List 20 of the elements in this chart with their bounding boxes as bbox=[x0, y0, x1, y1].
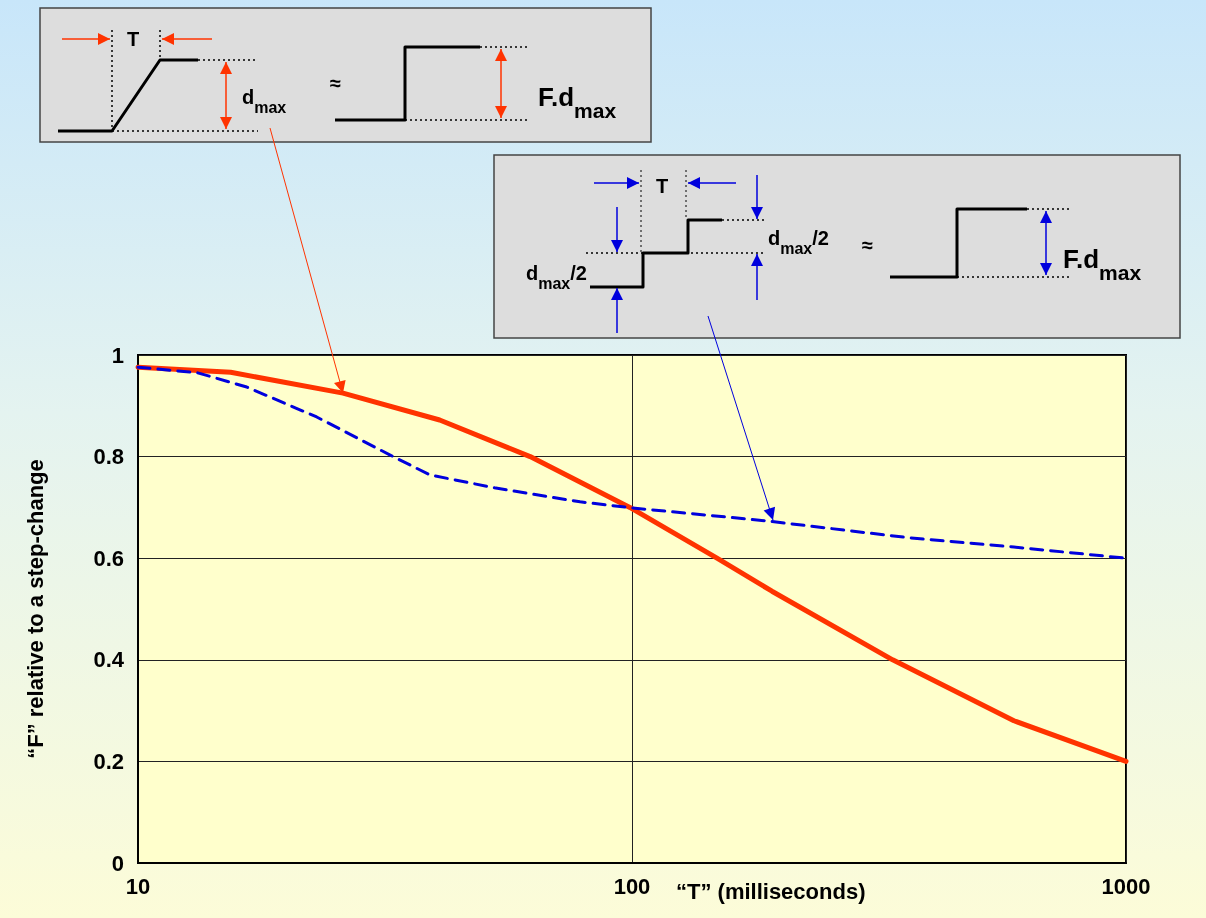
y-axis-title: “F” relative to a step-change bbox=[22, 459, 48, 759]
text: d$_{max}$/2 bbox=[768, 227, 829, 257]
x-axis-title: “T” (milliseconds) bbox=[676, 878, 866, 904]
y-tick-label: 0 bbox=[111, 850, 124, 876]
x-tick-label: 10 bbox=[125, 873, 151, 899]
text: T bbox=[127, 28, 140, 50]
text: F.d$_{max}$ bbox=[1063, 244, 1142, 284]
y-tick-label: 0.8 bbox=[93, 444, 124, 470]
y-tick-label: 0.6 bbox=[93, 545, 124, 571]
text: ≈ bbox=[330, 72, 341, 94]
text: ≈ bbox=[862, 234, 873, 256]
y-tick-label: 1 bbox=[111, 342, 124, 368]
text: d$_{max}$/2 bbox=[526, 262, 587, 292]
annotation: d$_{max}$ bbox=[242, 86, 287, 116]
y-tick-label: 0.2 bbox=[93, 748, 124, 774]
y-tick-label: 0.4 bbox=[93, 647, 125, 673]
x-tick-label: 100 bbox=[613, 873, 651, 899]
text: F.d$_{max}$ bbox=[538, 82, 617, 122]
text: T bbox=[656, 175, 669, 197]
x-tick-label: 1000 bbox=[1101, 873, 1151, 899]
